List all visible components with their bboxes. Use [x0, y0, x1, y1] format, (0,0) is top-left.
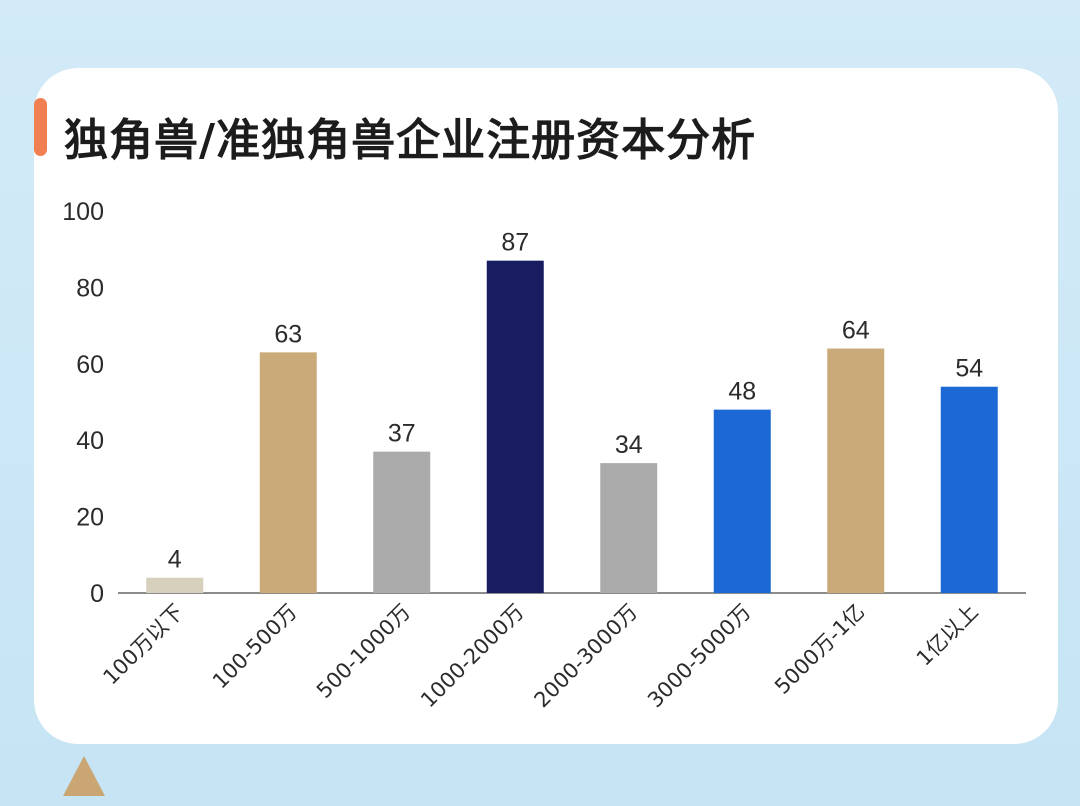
x-tick-label: 1亿以上	[912, 600, 983, 671]
x-tick-label: 100万以下	[98, 600, 188, 690]
data-label: 63	[274, 320, 302, 348]
chart-card	[34, 68, 1058, 744]
chart-title: 独角兽/准独角兽企业注册资本分析	[64, 115, 757, 166]
bar	[486, 260, 544, 593]
x-tick-label: 500-1000万	[312, 600, 415, 703]
y-tick-label: 60	[76, 351, 104, 379]
bar	[259, 352, 317, 593]
bar	[373, 451, 431, 593]
bar	[713, 409, 771, 593]
data-label: 48	[728, 378, 756, 406]
title-accent-bar	[34, 98, 47, 156]
bar	[600, 463, 658, 593]
x-tick-label: 2000-3000万	[530, 600, 643, 713]
y-tick-label: 40	[76, 427, 104, 455]
bar	[146, 577, 204, 593]
data-label: 87	[501, 229, 529, 257]
data-label: 4	[168, 546, 182, 574]
y-tick-label: 100	[62, 198, 104, 226]
data-label: 37	[388, 420, 416, 448]
data-label: 64	[842, 317, 870, 345]
data-label: 54	[955, 355, 983, 383]
x-tick-label: 3000-5000万	[643, 600, 756, 713]
x-tick-label: 100-500万	[208, 600, 302, 694]
y-tick-label: 0	[90, 580, 104, 608]
bar	[940, 386, 998, 593]
x-tick-label: 1000-2000万	[416, 600, 529, 713]
data-label: 34	[615, 431, 643, 459]
decorative-triangle	[63, 756, 105, 796]
bar	[827, 348, 885, 593]
y-tick-label: 20	[76, 504, 104, 532]
y-tick-label: 80	[76, 274, 104, 302]
x-tick-label: 5000万-1亿	[770, 600, 869, 699]
